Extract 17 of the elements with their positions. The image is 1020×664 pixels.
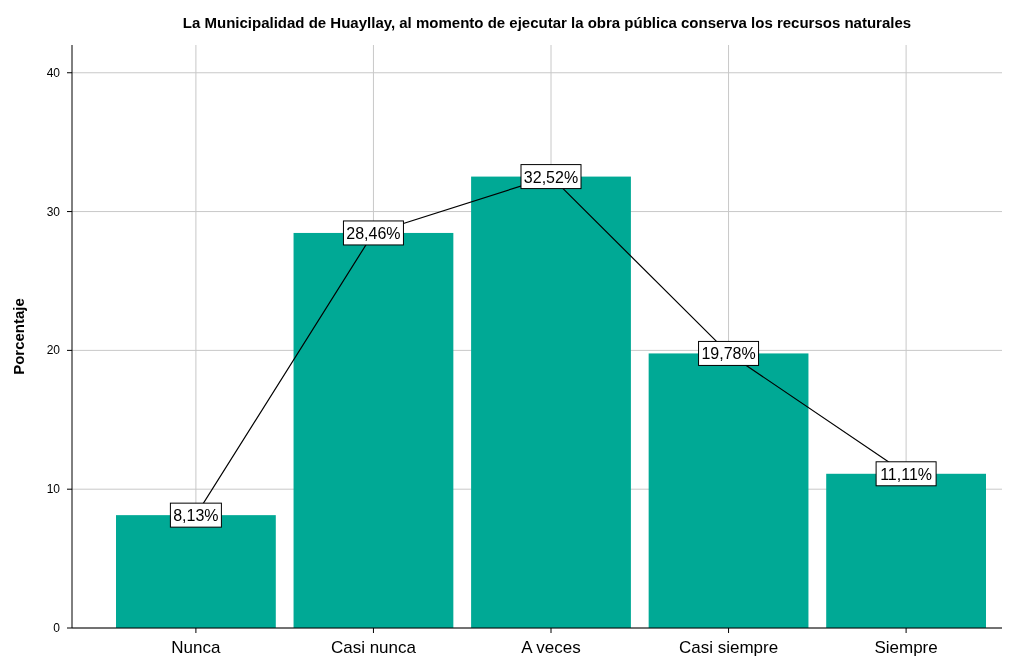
y-tick-label: 10 <box>46 482 61 497</box>
x-tick-label: Nunca <box>171 638 222 657</box>
data-label: 8,13% <box>173 507 219 525</box>
y-tick-label: 20 <box>46 343 61 358</box>
data-label: 28,46% <box>346 224 401 242</box>
x-tick-label: A veces <box>521 638 581 657</box>
data-label: 11,11% <box>880 465 933 483</box>
y-tick-label: 40 <box>46 65 61 80</box>
y-tick-label: 0 <box>53 621 61 635</box>
y-axis-title: Porcentaje <box>10 298 27 375</box>
x-tick-label: Casi nunca <box>330 638 417 657</box>
x-tick-label: Siempre <box>874 638 938 657</box>
chart-title: La Municipalidad de Huayllay, al momento de ejecutar la obra pública conserva los recursos naturales <box>182 14 912 31</box>
data-label: 19,78% <box>701 345 756 363</box>
x-tick-label: Casi siempre <box>678 638 779 657</box>
y-tick-label: 30 <box>46 204 61 219</box>
data-label: 32,52% <box>523 168 579 186</box>
